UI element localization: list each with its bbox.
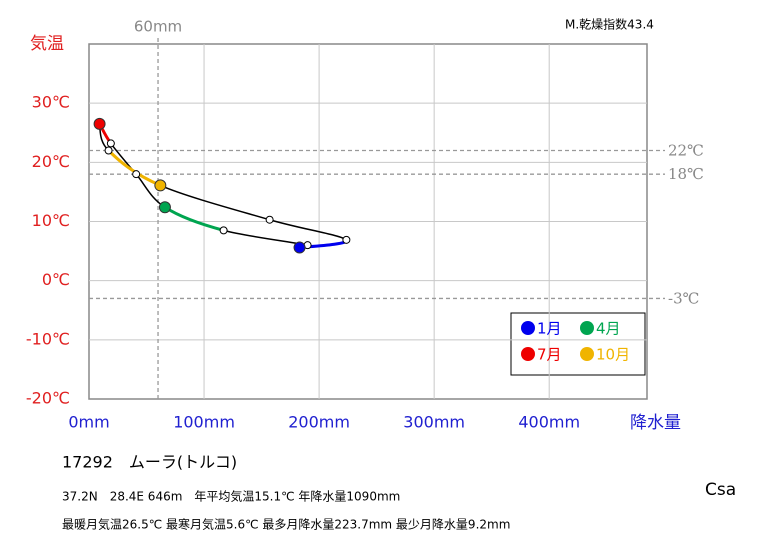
legend-label: 4月 (596, 320, 621, 338)
month-point (106, 139, 115, 148)
month-point (158, 201, 171, 214)
reference-label: 22℃ (668, 142, 704, 160)
month-point (219, 226, 228, 235)
x-tick-label: 100mm (173, 413, 235, 432)
month-point (154, 179, 167, 192)
legend-swatch (521, 321, 535, 335)
reference-label: 18℃ (668, 165, 704, 183)
month-point (93, 117, 106, 130)
legend-box (510, 312, 646, 376)
y-tick-label: 30℃ (32, 93, 70, 112)
info-line: 最暖月気温26.5℃ 最寒月気温5.6℃ 最多月降水量223.7mm 最少月降水… (62, 517, 510, 532)
month-point (293, 241, 306, 254)
x-tick-label: 400mm (518, 413, 580, 432)
x-axis-label: 降水量 (630, 413, 681, 433)
x-tick-label: 300mm (403, 413, 465, 432)
station-name: 17292 ムーラ(トルコ) (62, 453, 237, 472)
climate-class: Csa (705, 480, 736, 500)
month-point (132, 170, 141, 179)
y-tick-label: -10℃ (26, 329, 70, 348)
reference-label: -3℃ (668, 289, 699, 307)
aridity-index: M.乾燥指数43.4 (565, 17, 654, 32)
x-tick-label: 200mm (288, 413, 350, 432)
info-line: 37.2N 28.4E 646m 年平均気温15.1℃ 年降水量1090mm (62, 489, 400, 504)
y-tick-label: 20℃ (32, 152, 70, 171)
legend-label: 1月 (537, 320, 562, 338)
legend-swatch (580, 321, 594, 335)
legend-swatch (521, 347, 535, 361)
y-tick-label: 0℃ (42, 270, 70, 289)
y-axis-label: 気温 (30, 34, 64, 54)
y-tick-label: -20℃ (26, 389, 70, 408)
month-point (342, 235, 351, 244)
month-point (104, 146, 113, 155)
reference-label: 60mm (134, 18, 182, 36)
legend-label: 7月 (537, 346, 562, 364)
x-tick-label: 0mm (68, 413, 109, 432)
month-point (265, 215, 274, 224)
y-tick-label: 10℃ (32, 211, 70, 230)
legend-label: 10月 (596, 346, 630, 364)
legend-swatch (580, 347, 594, 361)
